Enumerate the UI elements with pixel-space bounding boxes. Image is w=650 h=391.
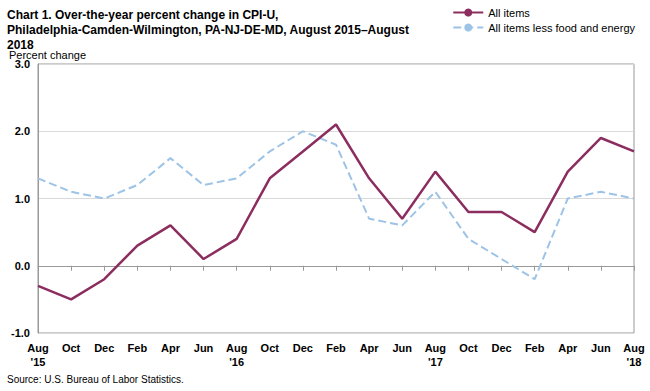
svg-text:Feb: Feb xyxy=(525,342,545,354)
svg-text:'18: '18 xyxy=(627,356,642,368)
svg-text:Jun: Jun xyxy=(591,342,611,354)
svg-text:Feb: Feb xyxy=(326,342,346,354)
svg-text:Dec: Dec xyxy=(94,342,114,354)
svg-text:3.0: 3.0 xyxy=(14,58,30,70)
svg-text:Percent change: Percent change xyxy=(9,49,86,61)
svg-text:'15: '15 xyxy=(31,356,46,368)
svg-text:Aug: Aug xyxy=(425,342,446,354)
svg-text:2.0: 2.0 xyxy=(15,125,30,137)
svg-text:0.0: 0.0 xyxy=(15,260,30,272)
svg-text:Chart 1. Over-the-year percent: Chart 1. Over-the-year percent change in… xyxy=(7,8,282,22)
svg-text:2018: 2018 xyxy=(7,37,34,52)
svg-text:Oct: Oct xyxy=(62,342,81,354)
svg-text:All items less food and energy: All items less food and energy xyxy=(488,22,635,34)
svg-text:Jun: Jun xyxy=(392,342,412,354)
svg-text:Apr: Apr xyxy=(161,342,181,354)
svg-text:Apr: Apr xyxy=(360,342,380,354)
svg-text:Aug: Aug xyxy=(623,342,644,354)
svg-text:Feb: Feb xyxy=(128,342,148,354)
svg-text:Aug: Aug xyxy=(226,342,247,354)
svg-text:Aug: Aug xyxy=(27,342,48,354)
svg-text:Jun: Jun xyxy=(194,342,214,354)
svg-text:Oct: Oct xyxy=(261,342,280,354)
svg-text:Dec: Dec xyxy=(491,342,511,354)
svg-text:'16: '16 xyxy=(229,356,244,368)
svg-text:Oct: Oct xyxy=(459,342,478,354)
svg-text:1.0: 1.0 xyxy=(15,193,30,205)
svg-text:All items: All items xyxy=(488,7,530,19)
svg-text:Apr: Apr xyxy=(558,342,578,354)
svg-text:Dec: Dec xyxy=(293,342,313,354)
svg-text:Source: U.S. Bureau of Labor S: Source: U.S. Bureau of Labor Statistics. xyxy=(7,374,184,385)
svg-text:Philadelphia-Camden-Wilmington: Philadelphia-Camden-Wilmington, PA-NJ-DE… xyxy=(7,23,412,37)
svg-text:-1.0: -1.0 xyxy=(11,327,30,339)
svg-text:'17: '17 xyxy=(428,356,443,368)
